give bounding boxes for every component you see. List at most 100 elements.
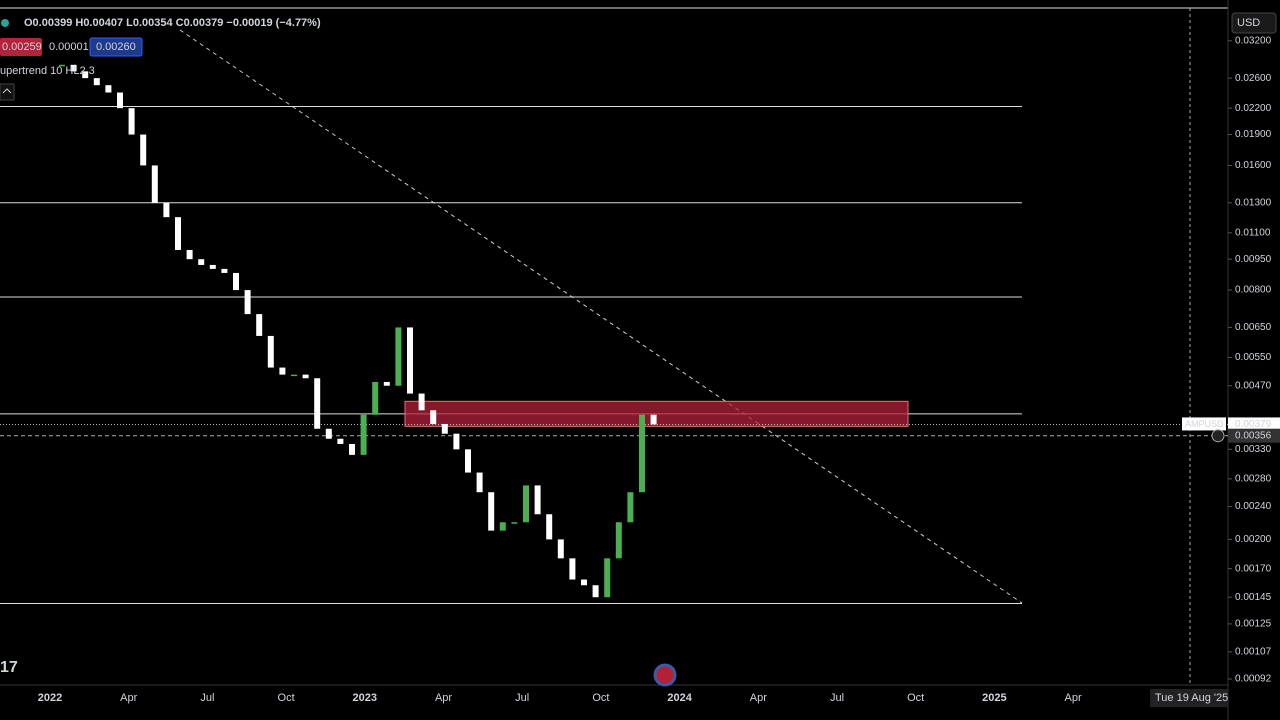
candle-body: [291, 374, 297, 377]
collapse-icon: [2, 88, 12, 94]
y-tick-label: 0.00650: [1235, 322, 1272, 333]
x-tick-label: Jul: [515, 692, 529, 704]
indicator-label: upertrend 10 HL2 3: [0, 65, 95, 77]
candle-body: [244, 290, 251, 315]
candle-body: [198, 259, 205, 265]
cursor-price-label: 0.00356: [1235, 430, 1272, 441]
candle-body: [488, 492, 495, 531]
x-tick-label: Oct: [278, 692, 295, 704]
candle-body: [441, 423, 448, 434]
candle-body: [267, 335, 274, 368]
y-tick-label: 0.02200: [1235, 103, 1272, 114]
collapse-button[interactable]: [0, 83, 15, 101]
candle-body: [59, 64, 65, 67]
buy-price[interactable]: 0.00260: [96, 41, 136, 53]
y-tick-label: 0.00107: [1235, 647, 1272, 658]
candle-body: [569, 558, 576, 580]
y-tick-label: 0.00550: [1235, 352, 1272, 363]
plot: [0, 64, 1228, 605]
candle-body: [407, 327, 413, 394]
candle-body: [430, 410, 437, 424]
sell-badge: [0, 38, 42, 56]
candle-body: [453, 433, 460, 450]
y-tick-label: 0.01100: [1235, 227, 1271, 238]
y-tick-label: 0.00200: [1235, 534, 1272, 545]
currency-button[interactable]: [1231, 12, 1277, 34]
y-tick-label: 0.01300: [1235, 197, 1272, 208]
y-tick-label: 0.01900: [1235, 129, 1272, 140]
date-tag: [1150, 689, 1228, 707]
y-tick-label: 0.00240: [1235, 501, 1272, 512]
y-tick-label: 0.00330: [1235, 444, 1272, 455]
candle-body: [615, 522, 622, 559]
symbol-tag: [1182, 417, 1226, 431]
candle-body: [279, 367, 286, 375]
candle-body: [557, 539, 564, 559]
candle-body: [314, 378, 321, 429]
cursor-price-tag: [1228, 428, 1280, 443]
candle-body: [128, 108, 135, 135]
y-tick-label: 0.00125: [1235, 619, 1272, 630]
y-tick-label: 0.00145: [1235, 592, 1272, 603]
candle-body: [256, 314, 263, 336]
candle-body: [627, 492, 634, 523]
add-alert[interactable]: [1211, 429, 1225, 443]
sell-price: 0.00259: [2, 41, 42, 53]
candle-body: [650, 414, 657, 425]
last-price-label: 0.00379: [1235, 419, 1272, 430]
x-tick-label: Oct: [907, 692, 924, 704]
candle-body: [349, 443, 355, 455]
candle-body: [151, 165, 158, 203]
spread: 0.00001: [49, 41, 89, 53]
candle-body: [418, 393, 425, 411]
price-axis: 0.03200 0.02600 0.02200 0.01900 0.01600 0.013…: [38, 35, 1280, 704]
candle-body: [117, 92, 123, 109]
buy-badge[interactable]: [89, 37, 143, 57]
y-tick-label: 0.00470: [1235, 380, 1272, 391]
candle-body: [383, 381, 390, 386]
x-tick-label: 2023: [353, 692, 377, 704]
candle-body: [546, 514, 553, 540]
currency[interactable]: USD: [1237, 17, 1260, 29]
candle-body: [395, 327, 402, 386]
y-tick-label: 0.00950: [1235, 254, 1272, 265]
candle-body: [337, 438, 344, 444]
y-tick-label: 0.03200: [1235, 35, 1272, 46]
candle-body: [581, 579, 587, 586]
x-tick-label: Apr: [120, 692, 137, 704]
candle-body: [105, 85, 112, 93]
candle-body: [372, 381, 379, 415]
x-tick-label: 2024: [667, 692, 692, 704]
x-tick-label: 2022: [38, 692, 62, 704]
candle-body: [360, 414, 367, 455]
y-tick-label: 0.00280: [1235, 474, 1272, 485]
candle-body: [499, 522, 506, 531]
candle-body: [534, 485, 541, 515]
x-tick-label: 2025: [982, 692, 1006, 704]
candle-body: [186, 249, 193, 260]
candle-body: [511, 522, 518, 524]
event-flag[interactable]: [653, 663, 677, 687]
trend-line: [179, 29, 1023, 604]
status-dot: [1, 19, 9, 27]
candle-body: [209, 264, 216, 269]
candle-body: [302, 374, 309, 379]
candle-body: [523, 485, 529, 523]
candle-body: [592, 585, 599, 598]
candle-body: [233, 272, 239, 291]
x-tick-label: Jul: [200, 692, 214, 704]
ohlc-legend: O0.00399 H0.00407 L0.00354 C0.00379 −0.0…: [24, 17, 321, 29]
cursor-date: Tue 19 Aug '25: [1155, 692, 1228, 704]
y-tick-label: 0.00092: [1235, 674, 1272, 685]
candle-body: [639, 414, 645, 493]
candle-body: [175, 217, 181, 250]
y-tick-label: 0.02600: [1235, 73, 1272, 84]
candle-body: [465, 449, 471, 473]
candle-body: [476, 472, 483, 493]
candle-body: [163, 202, 170, 218]
candle-body: [140, 134, 147, 166]
last-price-tag: [1228, 417, 1280, 432]
